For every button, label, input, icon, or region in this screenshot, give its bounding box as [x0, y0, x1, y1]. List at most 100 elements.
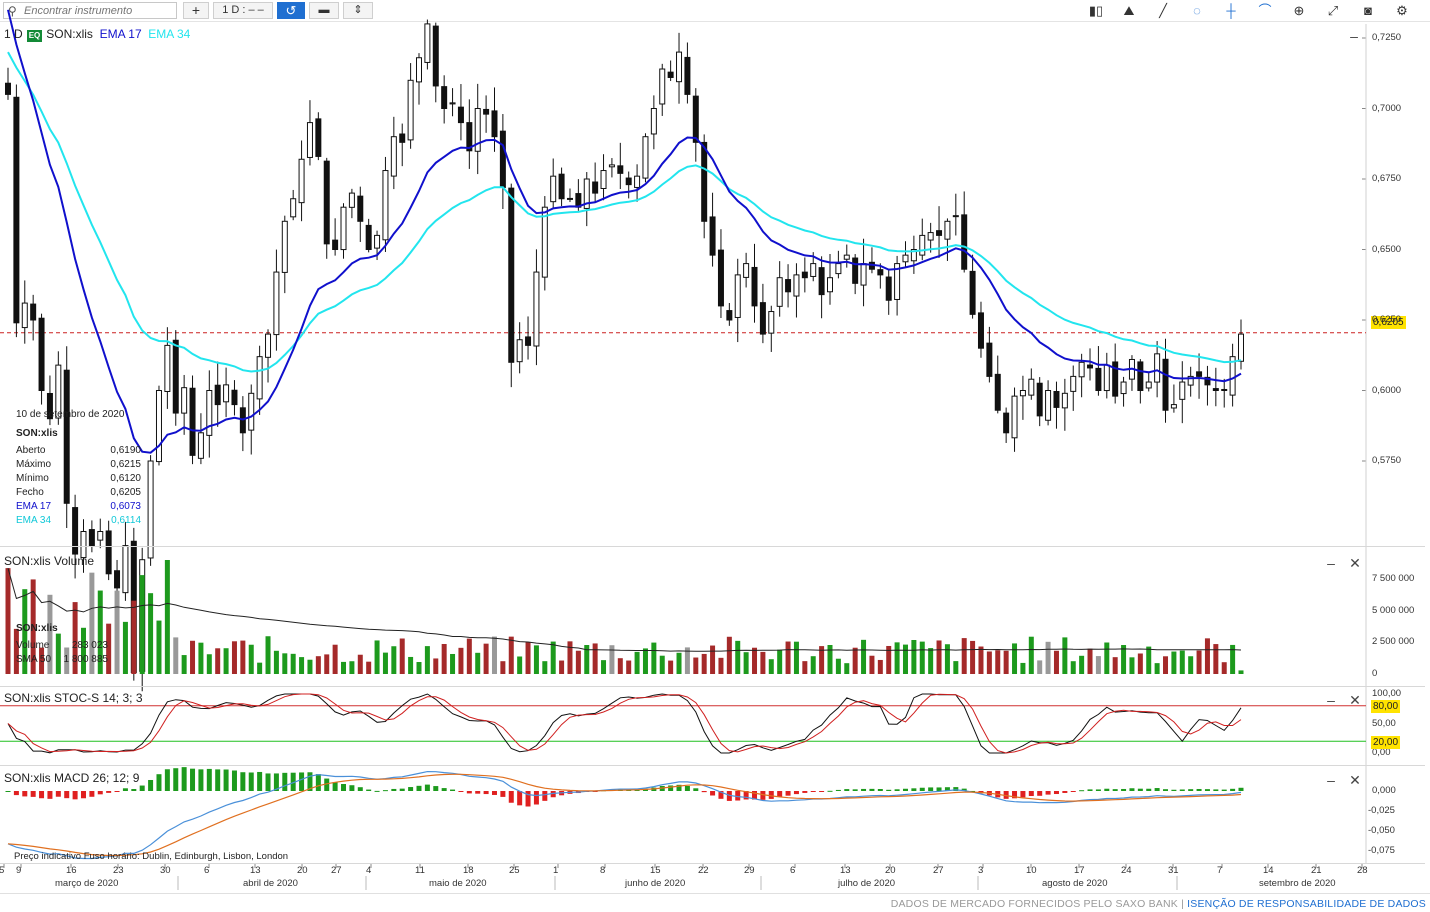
date-tick-label: 15: [650, 865, 661, 876]
pane-divider[interactable]: [0, 546, 1425, 547]
volume-bar: [861, 639, 867, 674]
fullscreen-icon[interactable]: ⤢: [1327, 3, 1339, 18]
volume-bar: [944, 644, 950, 674]
candle: [265, 333, 272, 358]
pane-divider[interactable]: [0, 686, 1425, 687]
volume-bar: [290, 653, 296, 674]
volume-info-symbol: SON:xlis: [16, 623, 58, 634]
stoc-tick-0: 0,00: [1372, 747, 1391, 758]
refresh-icon: ↺: [285, 3, 297, 18]
draw-icon[interactable]: ╱: [1159, 3, 1167, 18]
ema17-line: [7, 9, 1242, 454]
macd-pane-title: SON:xlis MACD 26; 12; 9: [4, 771, 140, 785]
ema34-line: [7, 51, 1242, 373]
macd-minimize-button[interactable]: –: [1327, 772, 1335, 788]
sort-button[interactable]: ⇕: [343, 2, 373, 19]
price-tick-label: 0,7250: [1372, 32, 1402, 43]
hide-icon[interactable]: ◌: [1193, 3, 1201, 18]
candle: [743, 263, 750, 278]
period-selector[interactable]: 1 D : – –: [213, 2, 273, 19]
candle: [374, 234, 381, 249]
volume-bar: [1003, 650, 1009, 674]
candle: [1095, 367, 1102, 391]
zoom-icon[interactable]: ⊕: [1293, 3, 1305, 18]
search-input[interactable]: [24, 3, 174, 18]
candle: [600, 170, 607, 190]
stoc-minimize-button[interactable]: –: [1327, 692, 1335, 708]
volume-bar: [198, 642, 204, 674]
candle: [55, 364, 62, 419]
date-tick-label: 25: [509, 865, 520, 876]
volume-bar: [584, 645, 590, 674]
line-chart-icon[interactable]: ⛰: [1123, 3, 1135, 18]
pane-divider: [0, 863, 1425, 864]
macd-histogram-bar: [324, 778, 330, 791]
volume-bar: [1012, 643, 1018, 674]
search-box[interactable]: ⚲: [3, 2, 177, 19]
candle: [1212, 388, 1219, 392]
volume-bar: [240, 640, 246, 674]
candle: [1170, 404, 1177, 409]
candle: [30, 303, 37, 321]
volume-close-button[interactable]: ✕: [1349, 555, 1361, 571]
ema17-legend[interactable]: EMA 17: [99, 27, 142, 41]
volume-bar: [1095, 656, 1101, 674]
macd-histogram-bar: [827, 790, 833, 792]
refresh-button[interactable]: ↺: [277, 2, 305, 19]
macd-histogram-bar: [290, 772, 296, 791]
add-instrument-button[interactable]: +: [183, 2, 209, 19]
macd-histogram-bar: [517, 791, 523, 806]
date-tick-label: 22: [698, 865, 709, 876]
candle: [399, 133, 406, 143]
macd-histogram-bar: [844, 789, 850, 791]
date-tick-label: 17: [1074, 865, 1085, 876]
candle: [550, 175, 557, 203]
macd-histogram-bar: [718, 791, 724, 799]
stoc-k-line: [7, 693, 1242, 754]
layout-button[interactable]: ▬: [309, 2, 339, 19]
macd-histogram-bar: [1095, 789, 1101, 791]
pane-divider[interactable]: [0, 765, 1425, 766]
ema34-legend[interactable]: EMA 34: [148, 27, 191, 41]
camera-icon[interactable]: ◙: [1364, 3, 1372, 18]
volume-bar: [374, 640, 380, 674]
candle: [114, 570, 121, 589]
candle: [13, 96, 20, 324]
chart-canvas[interactable]: [0, 0, 1430, 893]
candle: [231, 389, 238, 406]
candle: [197, 432, 204, 459]
macd-histogram-bar: [22, 791, 28, 797]
crosshair-icon[interactable]: ┼: [1226, 3, 1236, 18]
macd-histogram-bar: [223, 769, 229, 791]
volume-minimize-button[interactable]: –: [1327, 555, 1335, 571]
candles-icon[interactable]: ▮▯: [1088, 3, 1104, 18]
volume-bar: [1238, 670, 1244, 674]
volume-bar: [265, 636, 271, 674]
macd-close-button[interactable]: ✕: [1349, 772, 1361, 788]
candle: [122, 545, 129, 594]
volume-bar: [919, 641, 925, 674]
candle: [315, 118, 322, 157]
macd-histogram-bar: [726, 791, 732, 801]
macd-histogram-bar: [416, 785, 422, 791]
candle: [466, 122, 473, 152]
candle: [776, 277, 783, 307]
curve-icon[interactable]: ⌒: [1258, 3, 1272, 18]
volume-bar: [97, 590, 103, 674]
stoc-close-button[interactable]: ✕: [1349, 692, 1361, 708]
main-pane-minimize-button[interactable]: –: [1350, 28, 1358, 44]
disclaimer-link[interactable]: ISENÇÃO DE RESPONSABILIDADE DE DADOS: [1187, 898, 1426, 910]
macd-histogram-bar: [332, 782, 338, 791]
footer: DADOS DE MERCADO FORNECIDOS PELO SAXO BA…: [0, 893, 1430, 912]
macd-histogram-bar: [668, 785, 674, 791]
volume-info-box: SON:xlis Volume 283 023 SMA 50 1 800 885: [16, 622, 108, 667]
candle: [592, 181, 599, 194]
settings-icon[interactable]: ⚙: [1396, 3, 1408, 18]
volume-bar: [315, 656, 321, 674]
volume-bar: [391, 646, 397, 674]
volume-bar: [550, 641, 556, 674]
volume-bar: [39, 647, 45, 674]
macd-histogram-bar: [173, 768, 179, 791]
volume-bar: [206, 654, 212, 674]
candle: [558, 173, 565, 200]
